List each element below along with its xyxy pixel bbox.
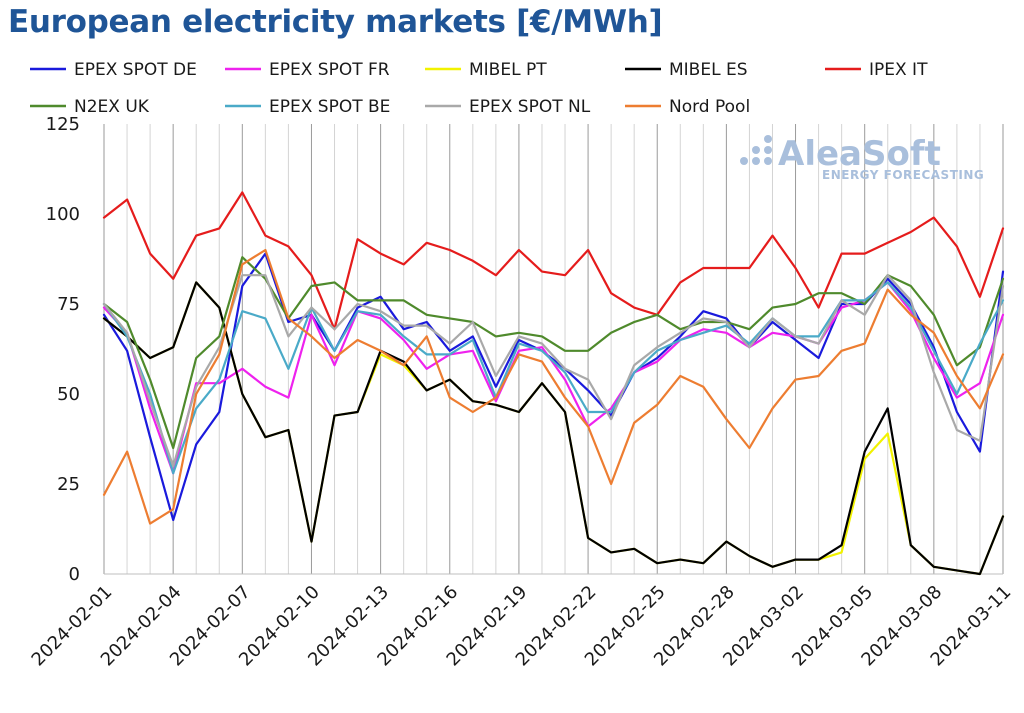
series-line <box>102 248 1005 525</box>
series-line <box>102 281 1005 475</box>
y-tick-label: 125 <box>46 114 80 135</box>
y-tick-label: 75 <box>57 294 80 315</box>
series-line <box>102 256 1005 450</box>
y-tick-label: 25 <box>57 474 80 495</box>
aleasoft-watermark: AleaSoft ENERGY FORECASTING <box>740 134 984 182</box>
y-tick-label: 50 <box>57 384 80 405</box>
y-tick-label: 100 <box>46 204 80 225</box>
series-line <box>102 252 1005 522</box>
series-line <box>102 281 1005 576</box>
series-line <box>102 281 1005 475</box>
legend-label: MIBEL PT <box>469 60 547 80</box>
series-line <box>102 191 1005 331</box>
watermark-tagline: ENERGY FORECASTING <box>822 168 984 182</box>
grid <box>103 124 1004 574</box>
series-line <box>102 281 1005 576</box>
legend: EPEX SPOT DE EPEX SPOT FR MIBEL PT MIBEL ES… <box>30 60 928 117</box>
legend-label: IPEX IT <box>869 60 928 80</box>
chart-title: European electricity markets [€/MWh] <box>8 4 663 40</box>
legend-label: MIBEL ES <box>669 60 748 80</box>
legend-label: EPEX SPOT BE <box>269 97 390 117</box>
watermark-name: AleaSoft <box>778 134 941 174</box>
series-line <box>102 274 1005 468</box>
legend-label: EPEX SPOT FR <box>269 60 390 80</box>
legend-label: Nord Pool <box>669 97 750 117</box>
legend-label: EPEX SPOT NL <box>469 97 591 117</box>
axes: 02550751001252024-02-012024-02-042024-02… <box>28 114 1016 670</box>
legend-label: EPEX SPOT DE <box>74 60 197 80</box>
legend-label: N2EX UK <box>74 97 150 117</box>
aleasoft-logo-icon <box>740 135 772 165</box>
y-tick-label: 0 <box>69 564 80 585</box>
series-lines <box>102 191 1005 576</box>
